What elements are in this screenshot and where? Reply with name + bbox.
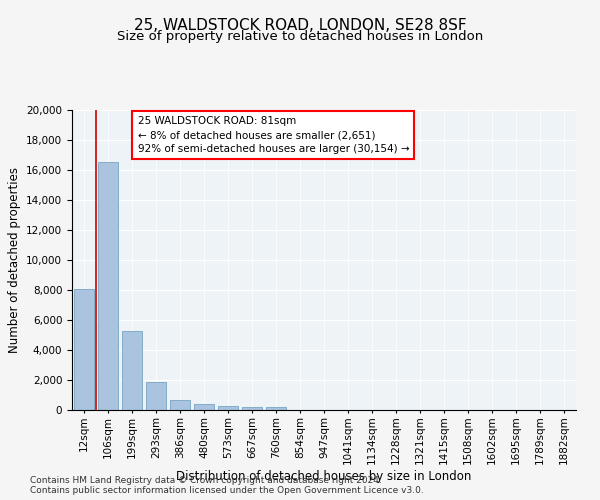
Bar [74, 288, 94, 410]
Text: 25 WALDSTOCK ROAD: 81sqm
← 8% of detached houses are smaller (2,651)
92% of semi: 25 WALDSTOCK ROAD: 81sqm ← 8% of detache… [137, 116, 409, 154]
Bar [194, 404, 214, 410]
Y-axis label: Number of detached properties: Number of detached properties [8, 167, 20, 353]
Text: Contains public sector information licensed under the Open Government Licence v3: Contains public sector information licen… [30, 486, 424, 495]
Bar [98, 162, 118, 410]
X-axis label: Distribution of detached houses by size in London: Distribution of detached houses by size … [176, 470, 472, 483]
Bar [242, 407, 262, 410]
Text: Size of property relative to detached houses in London: Size of property relative to detached ho… [117, 30, 483, 43]
Text: 25, WALDSTOCK ROAD, LONDON, SE28 8SF: 25, WALDSTOCK ROAD, LONDON, SE28 8SF [134, 18, 466, 32]
Bar [170, 400, 190, 410]
Bar [266, 408, 286, 410]
Bar [146, 382, 166, 410]
Text: Contains HM Land Registry data © Crown copyright and database right 2024.: Contains HM Land Registry data © Crown c… [30, 476, 382, 485]
Bar [122, 330, 142, 410]
Bar [218, 406, 238, 410]
